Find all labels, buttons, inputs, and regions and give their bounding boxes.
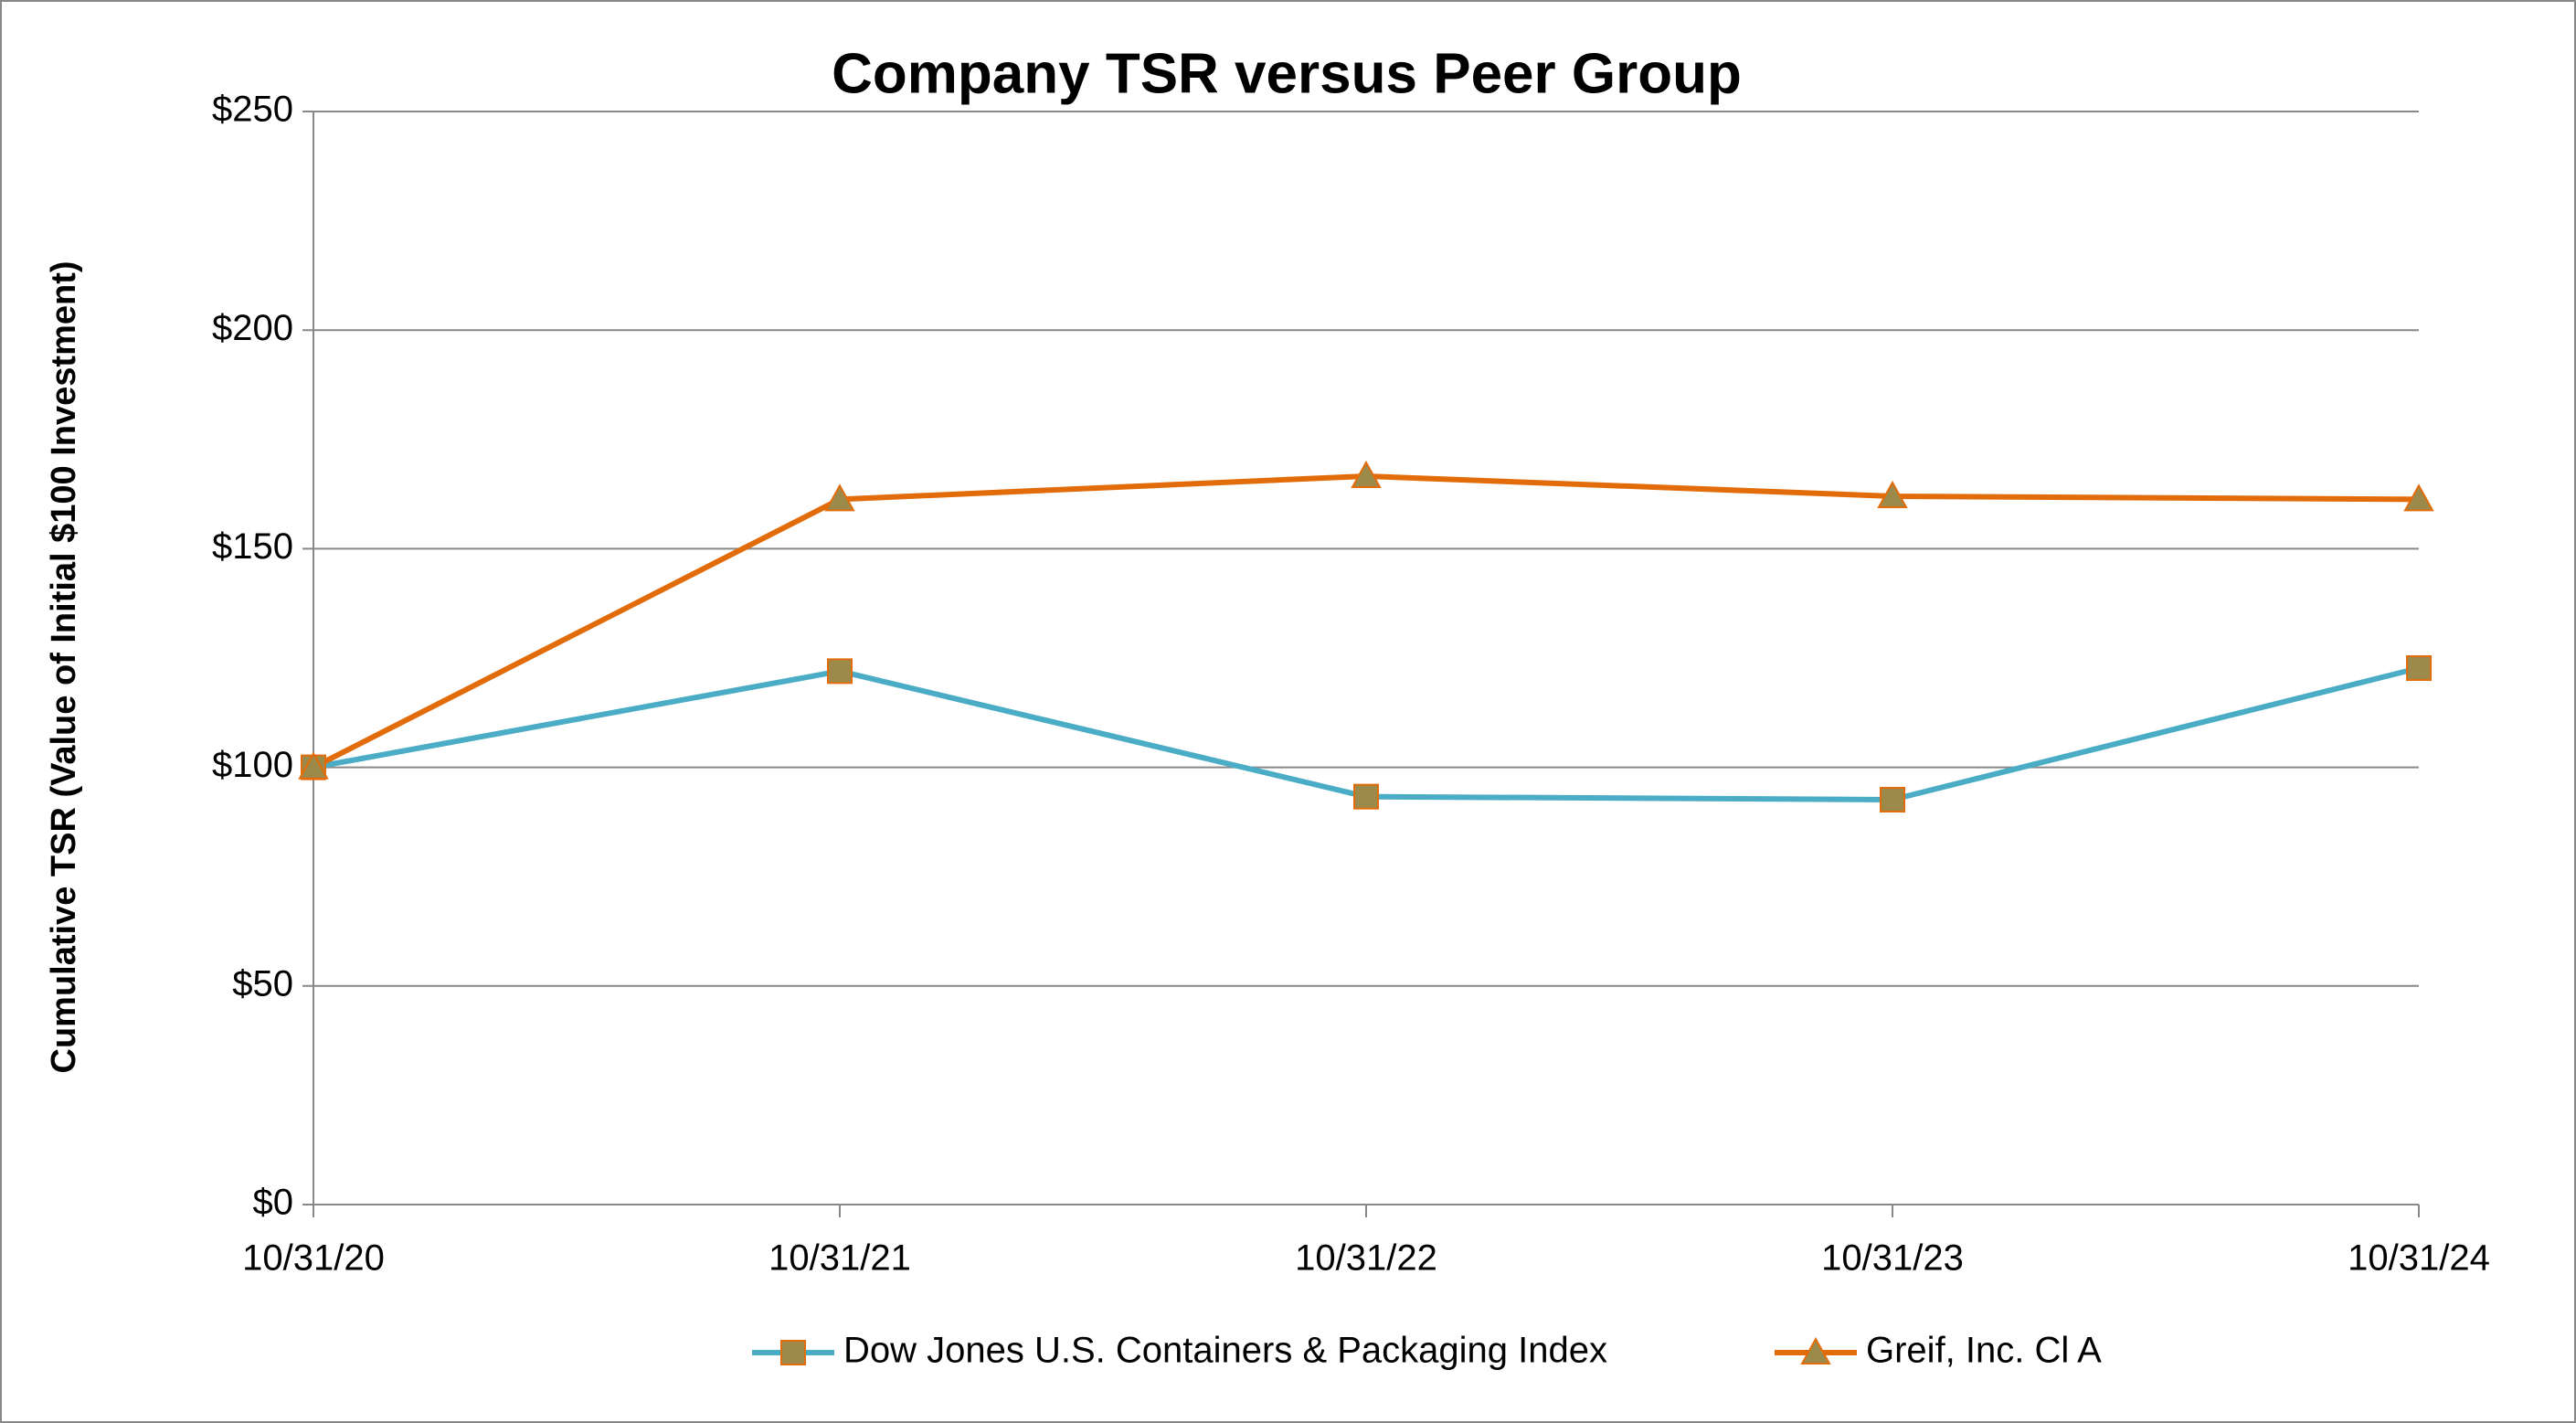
legend-label: Greif, Inc. Cl A [1866, 1331, 2102, 1371]
data-point [827, 658, 853, 685]
x-tick-label: 10/31/21 [769, 1238, 911, 1279]
legend-marker [780, 1340, 806, 1365]
data-point [824, 483, 855, 512]
data-point [2403, 483, 2434, 512]
y-tick-label: $50 [232, 963, 293, 1004]
legend-label: Dow Jones U.S. Containers & Packaging In… [843, 1331, 1607, 1371]
data-point [1351, 460, 1382, 488]
data-point [1877, 480, 1908, 508]
y-tick-label: $100 [212, 745, 293, 785]
x-tick-label: 10/31/20 [242, 1238, 385, 1279]
data-point [1353, 783, 1379, 810]
y-tick-label: $250 [212, 90, 293, 130]
y-tick-label: $0 [253, 1183, 294, 1223]
data-point [1880, 787, 1905, 813]
x-tick-label: 10/31/22 [1295, 1238, 1437, 1279]
chart-title: Company TSR versus Peer Group [832, 42, 1742, 105]
y-tick-label: $150 [212, 526, 293, 567]
legend-marker [1800, 1336, 1831, 1365]
data-point [298, 751, 329, 780]
data-point [2406, 655, 2432, 682]
x-tick-label: 10/31/24 [2348, 1238, 2490, 1279]
y-tick-label: $200 [212, 308, 293, 348]
y-axis-label: Cumulative TSR (Value of Initial $100 In… [45, 260, 83, 1073]
x-tick-label: 10/31/23 [1821, 1238, 1964, 1279]
